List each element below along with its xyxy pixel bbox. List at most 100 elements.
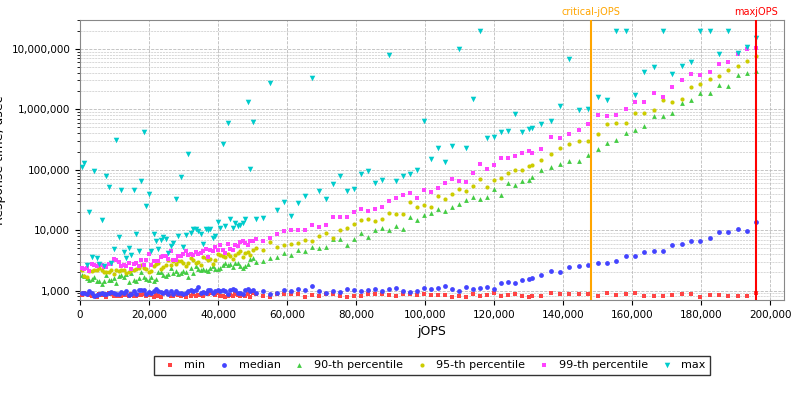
99-th percentile [238,240,251,246]
median [134,287,147,293]
median [494,280,507,286]
min [544,290,557,296]
95-th percentile [685,84,698,90]
min [263,294,276,300]
99-th percentile [638,98,650,105]
median [190,286,202,293]
95-th percentile [591,131,604,138]
median [544,268,557,274]
95-th percentile [452,186,465,192]
90-th percentile [657,113,670,119]
90-th percentile [474,196,486,202]
max [515,129,528,135]
max [619,28,632,34]
max [452,46,465,52]
90-th percentile [93,278,106,284]
median [446,286,458,292]
max [231,223,244,229]
99-th percentile [666,84,678,90]
99-th percentile [100,264,113,270]
90-th percentile [347,236,360,242]
max [306,75,318,82]
95-th percentile [306,238,318,244]
99-th percentile [354,206,367,212]
90-th percentile [192,266,205,272]
median [246,286,259,293]
99-th percentile [154,254,167,260]
95-th percentile [186,256,199,263]
95-th percentile [172,258,185,264]
95-th percentile [601,121,614,127]
max [110,137,122,144]
min [326,291,339,298]
median [647,248,660,254]
max [424,155,437,162]
median [657,248,670,254]
95-th percentile [184,255,197,262]
max [105,259,118,266]
max [238,216,251,222]
max [601,96,614,103]
95-th percentile [369,218,382,224]
max [241,99,254,105]
99-th percentile [95,262,108,268]
max [98,263,110,269]
max [190,226,202,233]
90-th percentile [219,260,232,266]
min [138,291,150,297]
90-th percentile [236,265,249,272]
min [452,293,465,300]
min [278,291,290,297]
median [438,283,451,290]
median [78,290,90,296]
max [703,28,716,34]
95-th percentile [480,184,493,190]
median [150,286,162,292]
99-th percentile [375,204,388,210]
90-th percentile [298,248,311,254]
95-th percentile [222,251,234,257]
95-th percentile [140,266,153,272]
median [403,288,416,295]
95-th percentile [424,204,437,210]
99-th percentile [219,250,232,257]
median [685,238,698,244]
90-th percentile [666,110,678,117]
max [390,178,402,184]
median [452,288,465,294]
median [354,287,367,294]
min [86,293,98,300]
median [675,241,688,248]
median [731,226,744,232]
max [362,168,374,174]
min [244,293,257,300]
95-th percentile [194,262,207,268]
min [474,292,486,299]
max [154,237,167,243]
min [396,291,409,297]
99-th percentile [334,214,346,220]
min [192,292,205,298]
99-th percentile [515,150,528,156]
99-th percentile [120,263,133,269]
90-th percentile [150,276,162,282]
90-th percentile [382,227,395,233]
99-th percentile [88,262,101,268]
95-th percentile [250,245,262,252]
min [250,291,262,297]
95-th percentile [278,242,290,248]
max [410,167,423,173]
99-th percentile [113,259,126,265]
95-th percentile [638,110,650,117]
max [285,213,298,220]
min [88,293,101,300]
90-th percentile [194,267,207,274]
max [95,216,108,223]
median [313,287,326,294]
median [526,275,538,282]
95-th percentile [502,170,514,176]
min [703,292,716,298]
max [147,231,160,238]
max [145,248,158,254]
99-th percentile [403,190,416,197]
